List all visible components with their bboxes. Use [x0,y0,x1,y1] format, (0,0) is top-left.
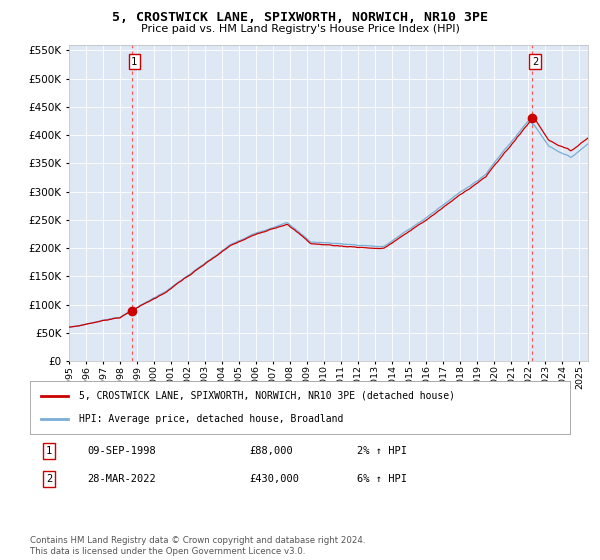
Text: 2% ↑ HPI: 2% ↑ HPI [357,446,407,456]
Text: 2: 2 [532,57,538,67]
Text: £88,000: £88,000 [249,446,293,456]
Text: 5, CROSTWICK LANE, SPIXWORTH, NORWICH, NR10 3PE (detached house): 5, CROSTWICK LANE, SPIXWORTH, NORWICH, N… [79,391,455,401]
Text: 6% ↑ HPI: 6% ↑ HPI [357,474,407,484]
Text: 1: 1 [131,57,137,67]
Text: 28-MAR-2022: 28-MAR-2022 [87,474,156,484]
Text: £430,000: £430,000 [249,474,299,484]
Text: 09-SEP-1998: 09-SEP-1998 [87,446,156,456]
Text: 2: 2 [46,474,52,484]
Text: 5, CROSTWICK LANE, SPIXWORTH, NORWICH, NR10 3PE: 5, CROSTWICK LANE, SPIXWORTH, NORWICH, N… [112,11,488,24]
Text: Contains HM Land Registry data © Crown copyright and database right 2024.
This d: Contains HM Land Registry data © Crown c… [30,536,365,556]
Text: Price paid vs. HM Land Registry's House Price Index (HPI): Price paid vs. HM Land Registry's House … [140,24,460,34]
Text: 1: 1 [46,446,52,456]
Text: HPI: Average price, detached house, Broadland: HPI: Average price, detached house, Broa… [79,414,343,424]
